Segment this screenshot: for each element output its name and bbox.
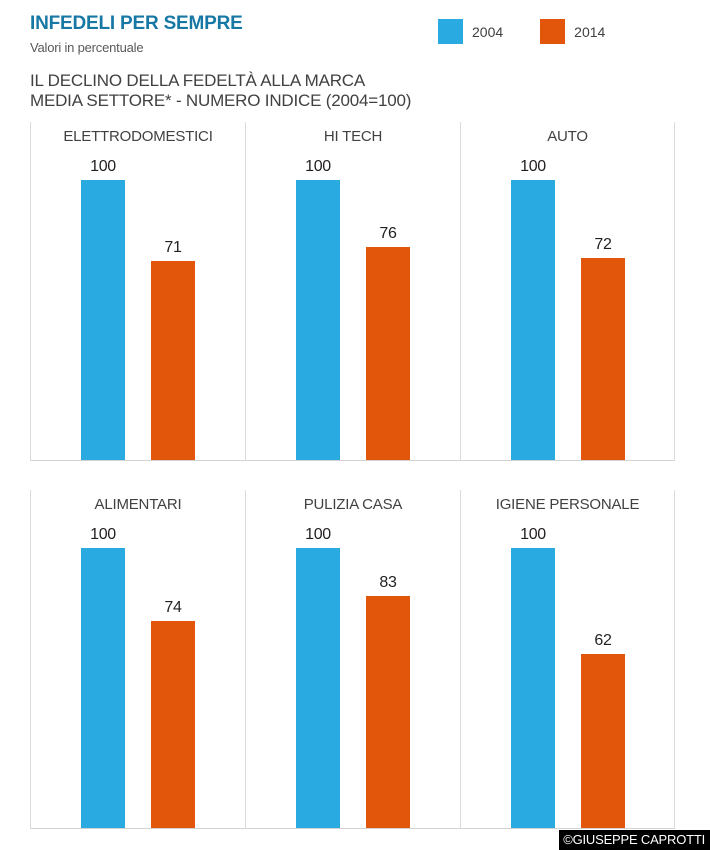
chart-heading: IL DECLINO DELLA FEDELTÀ ALLA MARCA MEDI… bbox=[30, 71, 411, 111]
bar-value-2004: 100 bbox=[90, 526, 116, 543]
category-panel: IGIENE PERSONALE 100 62 bbox=[460, 490, 675, 829]
panel-plot: 100 76 bbox=[246, 146, 460, 460]
category-panel: AUTO 100 72 bbox=[460, 122, 675, 461]
bar-2004 bbox=[81, 180, 125, 460]
chart-heading-line2: MEDIA SETTORE* - NUMERO INDICE (2004=100… bbox=[30, 91, 412, 110]
bar-value-2014: 74 bbox=[164, 598, 182, 616]
legend-swatch-2014-icon bbox=[540, 19, 566, 44]
bar-2004 bbox=[81, 548, 125, 828]
category-title: ALIMENTARI bbox=[94, 496, 182, 513]
legend-item-2014: 2014 bbox=[540, 19, 605, 44]
category-panel: PULIZIA CASA 100 83 bbox=[245, 490, 460, 829]
bar-2014 bbox=[581, 654, 625, 828]
bar-2014 bbox=[366, 247, 410, 460]
page-title: INFEDELI PER SEMPRE bbox=[30, 13, 243, 34]
bar-value-2014: 62 bbox=[594, 632, 612, 650]
panel-plot: 100 71 bbox=[31, 146, 245, 460]
charts-grid: ELETTRODOMESTICI 100 71 HI TECH 100 76 A… bbox=[30, 122, 675, 829]
bar-2014 bbox=[366, 595, 410, 828]
bar-value-2004: 100 bbox=[90, 158, 116, 175]
category-panel: ELETTRODOMESTICI 100 71 bbox=[30, 122, 245, 461]
bar-value-2004: 100 bbox=[520, 158, 546, 175]
page-subtitle: Valori in percentuale bbox=[30, 40, 144, 55]
legend-label-2014: 2014 bbox=[574, 23, 606, 40]
category-title: ELETTRODOMESTICI bbox=[63, 128, 213, 145]
panel-plot: 100 62 bbox=[461, 514, 674, 828]
bar-value-2004: 100 bbox=[520, 526, 546, 543]
category-panel: HI TECH 100 76 bbox=[245, 122, 460, 461]
legend-label-2004: 2004 bbox=[472, 23, 504, 40]
bar-2014 bbox=[151, 620, 195, 828]
bar-2014 bbox=[581, 258, 625, 460]
title-block: INFEDELI PER SEMPRE Valori in percentual… bbox=[30, 13, 243, 55]
bar-value-2004: 100 bbox=[305, 158, 331, 175]
bar-2004 bbox=[511, 180, 555, 460]
category-title: PULIZIA CASA bbox=[303, 496, 403, 513]
legend-item-2004: 2004 bbox=[438, 19, 503, 44]
panel-plot: 100 83 bbox=[246, 514, 460, 828]
bar-value-2004: 100 bbox=[305, 526, 331, 543]
credit-watermark: ©GIUSEPPE CAPROTTI bbox=[559, 830, 710, 850]
category-title: AUTO bbox=[547, 128, 588, 145]
bar-2014 bbox=[151, 261, 195, 460]
category-title: IGIENE PERSONALE bbox=[495, 496, 640, 513]
panel-plot: 100 74 bbox=[31, 514, 245, 828]
bar-value-2014: 76 bbox=[379, 225, 397, 243]
category-title: HI TECH bbox=[323, 128, 383, 145]
legend: 2004 2014 bbox=[438, 19, 605, 44]
bar-2004 bbox=[296, 180, 340, 460]
bar-value-2014: 71 bbox=[164, 239, 182, 257]
bar-2004 bbox=[511, 548, 555, 828]
category-panel: ALIMENTARI 100 74 bbox=[30, 490, 245, 829]
bar-2004 bbox=[296, 548, 340, 828]
chart-heading-line1: IL DECLINO DELLA FEDELTÀ ALLA MARCA bbox=[30, 71, 366, 90]
panel-plot: 100 72 bbox=[461, 146, 674, 460]
bar-value-2014: 83 bbox=[379, 573, 397, 591]
legend-swatch-2004-icon bbox=[438, 19, 463, 44]
bar-value-2014: 72 bbox=[594, 236, 612, 254]
